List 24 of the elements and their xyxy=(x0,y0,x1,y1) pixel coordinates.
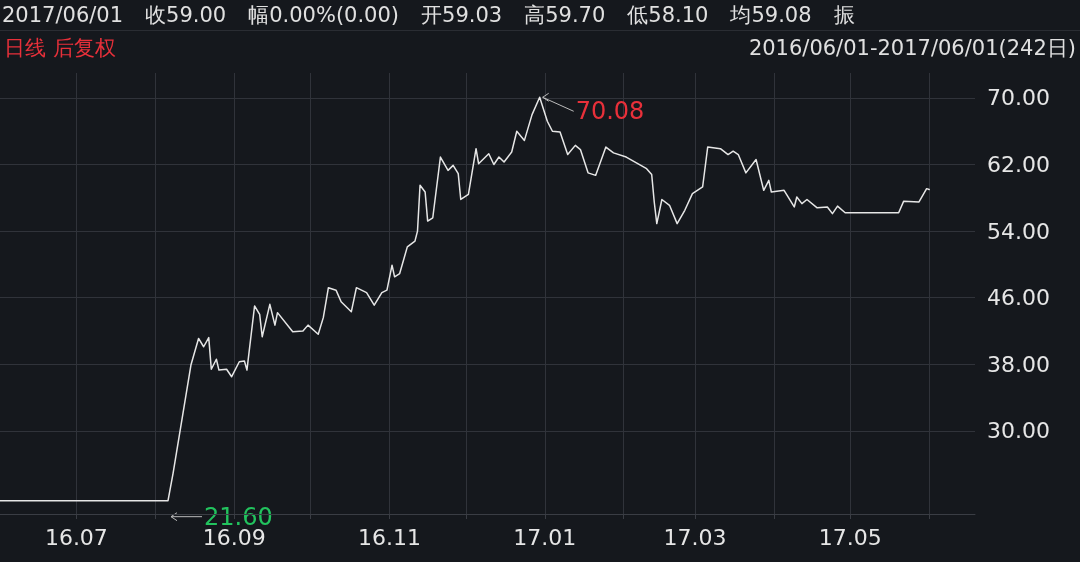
text: 开59.03 xyxy=(421,2,503,29)
x-tick-label: 16.07 xyxy=(44,524,108,550)
x-tick-label: 16.09 xyxy=(202,524,266,550)
text: 低58.10 xyxy=(627,2,709,29)
x-tick-label: 17.01 xyxy=(513,524,577,550)
y-tick-label: 70.00 xyxy=(987,85,1050,111)
text: 振 xyxy=(833,2,855,29)
y-tick-label: 30.00 xyxy=(987,418,1050,444)
x-tick-label: 16.11 xyxy=(358,524,421,550)
chart-title: 日线 后复权 xyxy=(4,35,116,62)
text: 高59.70 xyxy=(524,2,606,29)
text: 2017/06/01 xyxy=(2,3,124,27)
text: 收59.00 xyxy=(145,2,227,29)
y-tick-label: 38.00 xyxy=(987,351,1050,377)
y-tick-label: 54.00 xyxy=(987,218,1050,244)
line-series xyxy=(0,96,930,502)
text: 幅0.00%(0.00) xyxy=(248,2,400,29)
annotation: 70.08 xyxy=(575,97,645,126)
x-tick-label: 17.05 xyxy=(818,524,882,550)
y-tick-label: 62.00 xyxy=(987,152,1050,178)
x-tick-label: 17.03 xyxy=(663,524,727,550)
text: 均59.08 xyxy=(730,2,812,29)
y-tick-label: 46.00 xyxy=(987,285,1050,311)
chart-subtitle: 2016/06/01-2017/06/01(242日) xyxy=(748,35,1076,62)
